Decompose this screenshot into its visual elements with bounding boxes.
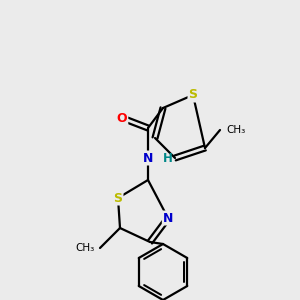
Text: H: H	[163, 152, 173, 164]
Text: N: N	[163, 212, 173, 224]
Text: N: N	[143, 152, 153, 164]
Text: S: S	[188, 88, 197, 101]
Text: O: O	[117, 112, 127, 124]
Text: S: S	[113, 191, 122, 205]
Text: CH₃: CH₃	[76, 243, 95, 253]
Text: CH₃: CH₃	[226, 125, 245, 135]
